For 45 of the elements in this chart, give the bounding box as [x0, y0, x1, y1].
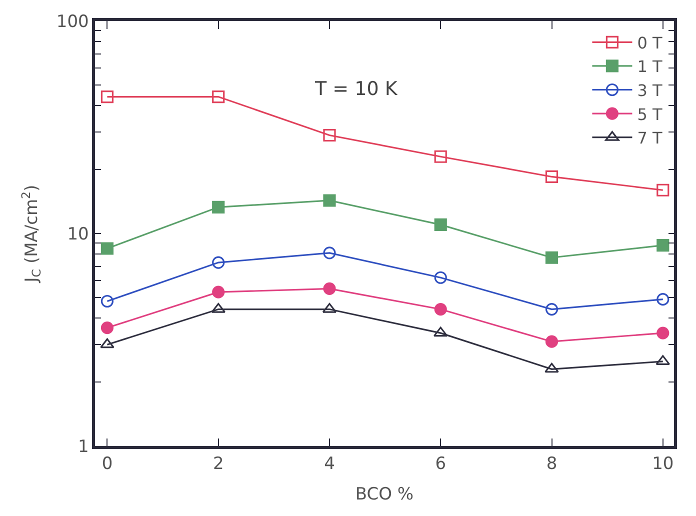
point	[545, 251, 558, 264]
point	[211, 302, 226, 313]
point	[100, 321, 114, 334]
point	[100, 338, 114, 348]
x-tick-label: 8	[546, 454, 558, 474]
point	[656, 239, 670, 252]
point	[656, 326, 670, 340]
x-axis-title: BCO %	[355, 484, 414, 505]
x-tick-label: 10	[652, 454, 674, 474]
x-tick-label: 4	[324, 454, 335, 474]
point	[212, 286, 225, 298]
point	[656, 184, 670, 196]
legend-label: 1 T	[637, 57, 662, 76]
point	[434, 271, 447, 284]
point	[545, 170, 558, 184]
point	[212, 90, 225, 104]
x-tick-label: 6	[435, 454, 446, 474]
point	[433, 326, 448, 337]
annotation: T = 10 K	[314, 78, 398, 100]
point	[545, 335, 558, 348]
legend-label: 5 T	[637, 104, 662, 124]
point	[100, 242, 114, 255]
x-tick-label: 0	[102, 454, 113, 474]
point	[322, 302, 337, 313]
point	[212, 200, 225, 214]
point	[434, 150, 447, 163]
legend-label: 0 T	[637, 33, 662, 52]
legend-label: 7 T	[637, 128, 662, 148]
x-tick-label: 2	[212, 454, 224, 474]
point	[323, 128, 336, 142]
point	[656, 293, 670, 306]
y-tick-label: 1	[78, 436, 89, 457]
y-tick-label: 100	[56, 12, 89, 32]
point	[100, 90, 114, 104]
point	[323, 194, 336, 207]
point	[212, 256, 225, 269]
point	[100, 294, 114, 308]
legend-label: 3 T	[637, 80, 662, 100]
point	[323, 246, 336, 260]
y-tick-label: 10	[67, 224, 89, 244]
point	[434, 218, 447, 231]
point	[434, 302, 447, 316]
point	[323, 282, 336, 295]
point	[545, 302, 558, 316]
point	[544, 362, 559, 373]
